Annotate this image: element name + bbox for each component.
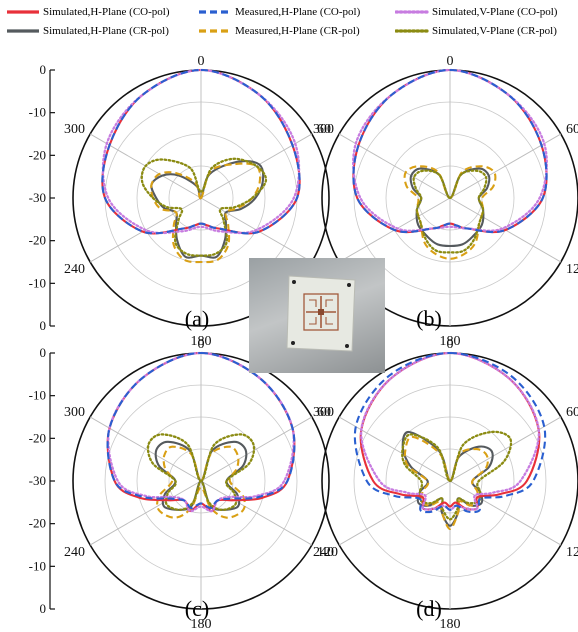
series-line bbox=[352, 68, 548, 232]
series-line bbox=[409, 167, 491, 248]
radial-tick-label: 0 bbox=[40, 318, 47, 333]
angle-tick-label: 120 bbox=[566, 262, 578, 277]
series-line bbox=[140, 157, 268, 257]
series-line bbox=[150, 162, 262, 264]
angle-tick-label: 0 bbox=[198, 337, 205, 352]
angle-tick-label: 180 bbox=[191, 334, 212, 349]
series-line bbox=[403, 435, 489, 531]
polar-chart-svg: 0 60 120 180 240 300 0 -10 -20 -30 -20 -10 0 bbox=[29, 337, 338, 632]
series-line bbox=[106, 351, 296, 510]
legend-swatch bbox=[7, 10, 39, 14]
series-line bbox=[359, 351, 541, 511]
panel-label-d: (d) bbox=[416, 596, 442, 621]
angle-tick-label: 60 bbox=[566, 122, 578, 137]
legend-label: Simulated,H-Plane (CR-pol) bbox=[43, 25, 169, 37]
radial-tick-label: 0 bbox=[40, 345, 47, 360]
angle-tick-label: 180 bbox=[440, 334, 461, 349]
angle-tick-label: 300 bbox=[313, 405, 334, 420]
angle-tick-label: 120 bbox=[317, 545, 338, 560]
angle-tick-label: 240 bbox=[313, 545, 334, 560]
radial-tick-label: -30 bbox=[29, 473, 46, 488]
legend-label: Simulated,V-Plane (CR-pol) bbox=[432, 25, 557, 37]
angle-tick-label: 240 bbox=[64, 262, 85, 277]
angle-tick-label: 300 bbox=[64, 405, 85, 420]
series-line bbox=[353, 351, 547, 514]
polar-chart-svg: 0 60 120 180 240 300 bbox=[313, 337, 578, 632]
radial-tick-label: -10 bbox=[29, 388, 46, 403]
radial-tick-label: 0 bbox=[40, 601, 47, 616]
polar-plot-d: 0 60 120 180 240 300 bbox=[289, 335, 578, 632]
series-line bbox=[101, 68, 301, 235]
panel-label-a: (a) bbox=[184, 306, 210, 331]
antenna-prototype-image bbox=[286, 275, 356, 352]
legend-label: Measured,H-Plane (CR-pol) bbox=[235, 25, 360, 37]
legend-swatch bbox=[7, 29, 39, 33]
legend-label: Measured,H-Plane (CO-pol) bbox=[235, 6, 361, 18]
legend-swatch bbox=[395, 10, 429, 14]
radial-tick-label: -20 bbox=[29, 516, 46, 531]
series-line bbox=[107, 351, 295, 513]
legend-item: Simulated,H-Plane (CO-pol) bbox=[6, 6, 169, 18]
series-line bbox=[146, 433, 256, 511]
angle-tick-label: 0 bbox=[447, 337, 454, 352]
legend-swatch bbox=[199, 10, 231, 14]
series-line bbox=[101, 68, 301, 235]
radial-tick-label: -10 bbox=[29, 105, 46, 120]
legend-label: Simulated,H-Plane (CO-pol) bbox=[43, 6, 170, 18]
radial-tick-label: -10 bbox=[29, 558, 46, 573]
legend-item: Simulated,H-Plane (CR-pol) bbox=[6, 25, 169, 37]
angle-tick-label: 0 bbox=[198, 54, 205, 69]
radial-tick-label: -20 bbox=[29, 147, 46, 162]
legend-swatch bbox=[395, 29, 429, 33]
radial-tick-label: -10 bbox=[29, 275, 46, 290]
legend-item: Measured,H-Plane (CR-pol) bbox=[198, 25, 360, 37]
antenna-photo bbox=[249, 258, 385, 373]
series-line bbox=[401, 430, 494, 527]
chart-legend: Simulated,H-Plane (CO-pol) Measured,H-Pla… bbox=[0, 0, 578, 44]
angle-tick-label: 60 bbox=[566, 405, 578, 420]
legend-label: Simulated,V-Plane (CO-pol) bbox=[432, 6, 558, 18]
legend-item: Simulated,V-Plane (CO-pol) bbox=[395, 6, 557, 18]
radial-tick-label: 0 bbox=[40, 62, 47, 77]
series-line bbox=[401, 430, 513, 521]
angle-tick-label: 60 bbox=[317, 122, 331, 137]
angle-tick-label: 240 bbox=[64, 545, 85, 560]
angle-tick-label: 300 bbox=[64, 122, 85, 137]
radial-tick-label: -20 bbox=[29, 233, 46, 248]
legend-item: Simulated,V-Plane (CR-pol) bbox=[395, 25, 557, 37]
legend-swatch bbox=[199, 29, 231, 33]
angle-tick-label: 300 bbox=[313, 122, 334, 137]
angle-tick-label: 60 bbox=[317, 405, 331, 420]
panel-label-c: (c) bbox=[184, 596, 210, 621]
legend-item: Measured,H-Plane (CO-pol) bbox=[198, 6, 360, 18]
series-line bbox=[403, 165, 497, 260]
series-line bbox=[412, 169, 488, 254]
radial-tick-label: -30 bbox=[29, 190, 46, 205]
panel-label-b: (b) bbox=[416, 306, 442, 331]
series-line bbox=[352, 68, 548, 234]
polar-plot-c: 0 60 120 180 240 300 0 -10 -20 -30 -20 -10 0 bbox=[29, 335, 338, 632]
radial-tick-label: -20 bbox=[29, 430, 46, 445]
angle-tick-label: 120 bbox=[566, 545, 578, 560]
angle-tick-label: 0 bbox=[447, 54, 454, 69]
